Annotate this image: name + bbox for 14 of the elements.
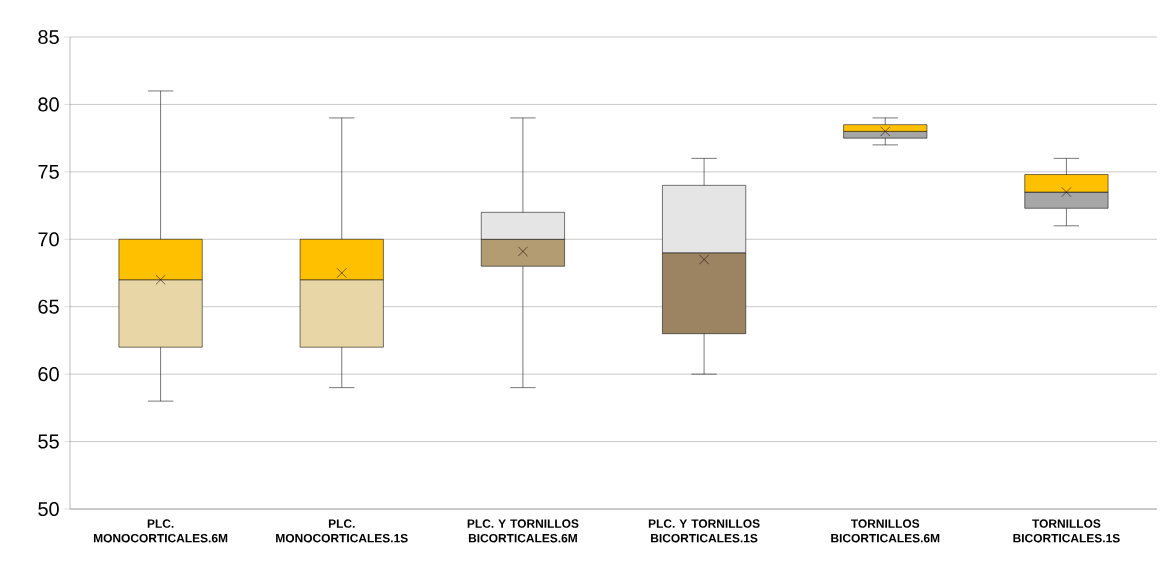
- x-tick-label: PLC. Y TORNILLOS BICORTICALES.6M: [467, 519, 579, 543]
- x-tick-label: PLC. MONOCORTICALES.6M: [93, 519, 228, 543]
- y-tick-label: 50: [38, 501, 59, 517]
- x-tick-label: TORNILLOS BICORTICALES.6M: [831, 519, 940, 543]
- y-tick-label: 85: [38, 29, 59, 45]
- y-tick-label: 80: [38, 97, 59, 112]
- y-tick-label: 65: [38, 299, 59, 314]
- y-tick-label: 55: [38, 434, 59, 449]
- x-tick-label: PLC. MONOCORTICALES.1S: [276, 519, 408, 543]
- y-tick-label: 60: [38, 367, 59, 382]
- y-tick-label: 70: [38, 232, 59, 247]
- y-tick-label: 75: [38, 164, 59, 179]
- x-tick-label: PLC. Y TORNILLOS BICORTICALES.1S: [648, 519, 760, 543]
- x-tick-label: TORNILLOS BICORTICALES.1S: [1013, 519, 1120, 543]
